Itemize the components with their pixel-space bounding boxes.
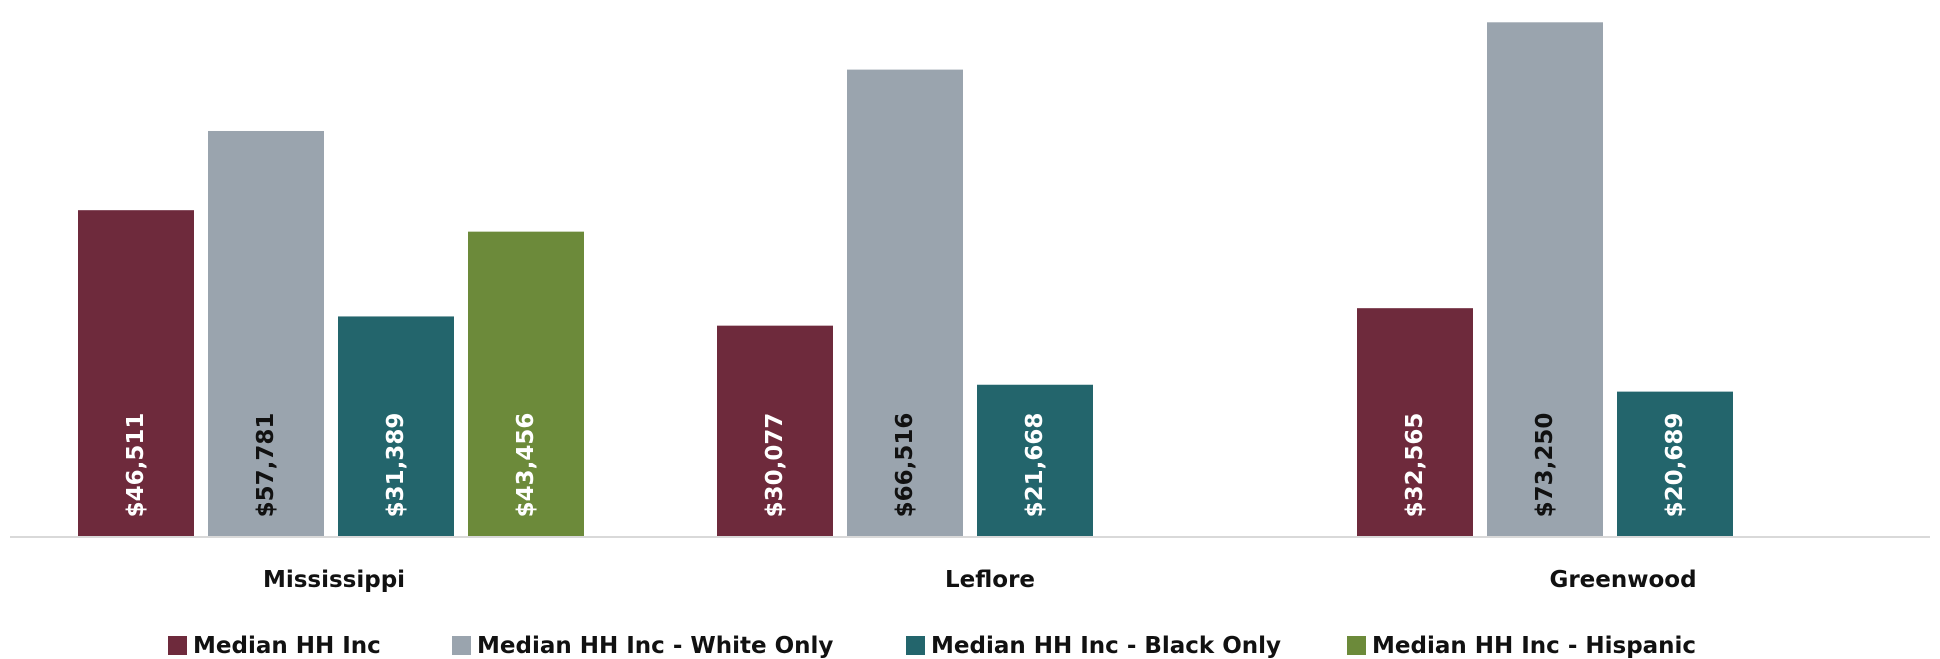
bar-greenwood-median-hh-inc-white-only [1487,22,1603,537]
bar-mississippi-median-hh-inc [78,210,194,537]
legend: Median HH Inc Median HH Inc - White Only M… [168,633,1696,659]
data-label-mississippi-median-hh-inc: $46,511 [123,413,149,518]
data-label-mississippi-median-hh-inc-white-only: $57,781 [253,413,279,518]
bar-leflore-median-hh-inc-black-only [977,384,1093,537]
legend-item-median-hh-inc-white-only: Median HH Inc - White Only [452,633,833,659]
data-label-leflore-median-hh-inc-white-only: $66,516 [892,413,918,518]
legend-swatch-median-hh-inc-hispanic [1347,636,1366,655]
data-label-mississippi-median-hh-inc-black-only: $31,389 [383,413,409,518]
bar-mississippi-median-hh-inc-hispanic [468,231,584,537]
legend-swatch-median-hh-inc-white-only [452,636,471,655]
legend-item-median-hh-inc-hispanic: Median HH Inc - Hispanic [1347,633,1696,659]
category-label-leflore: Leflore [945,567,1035,593]
bars-layer: $46,511 $57,781 $31,389 $43,456 $30,077 $66,5… [78,22,1733,537]
bar-leflore-median-hh-inc-white-only [847,69,963,537]
legend-label-median-hh-inc-black-only: Median HH Inc - Black Only [931,633,1281,659]
data-label-leflore-median-hh-inc: $30,077 [762,413,788,518]
bar-greenwood-median-hh-inc-black-only [1617,391,1733,537]
category-label-mississippi: Mississippi [263,567,405,593]
legend-item-median-hh-inc-black-only: Median HH Inc - Black Only [906,633,1281,659]
bar-mississippi-median-hh-inc-black-only [338,316,454,537]
data-label-greenwood-median-hh-inc-black-only: $20,689 [1662,413,1688,518]
data-label-greenwood-median-hh-inc-white-only: $73,250 [1532,413,1558,518]
legend-swatch-median-hh-inc-black-only [906,636,925,655]
legend-swatch-median-hh-inc [168,636,187,655]
category-label-greenwood: Greenwood [1549,567,1696,593]
data-label-greenwood-median-hh-inc: $32,565 [1402,413,1428,518]
bar-greenwood-median-hh-inc [1357,308,1473,537]
legend-label-median-hh-inc-white-only: Median HH Inc - White Only [477,633,833,659]
legend-label-median-hh-inc-hispanic: Median HH Inc - Hispanic [1372,633,1696,659]
category-labels: Mississippi Leflore Greenwood [263,567,1697,593]
legend-item-median-hh-inc: Median HH Inc [168,633,381,659]
data-label-mississippi-median-hh-inc-hispanic: $43,456 [513,413,539,518]
data-label-leflore-median-hh-inc-black-only: $21,668 [1022,413,1048,518]
bar-mississippi-median-hh-inc-white-only [208,130,324,537]
legend-label-median-hh-inc: Median HH Inc [193,633,381,659]
bar-leflore-median-hh-inc [717,325,833,537]
